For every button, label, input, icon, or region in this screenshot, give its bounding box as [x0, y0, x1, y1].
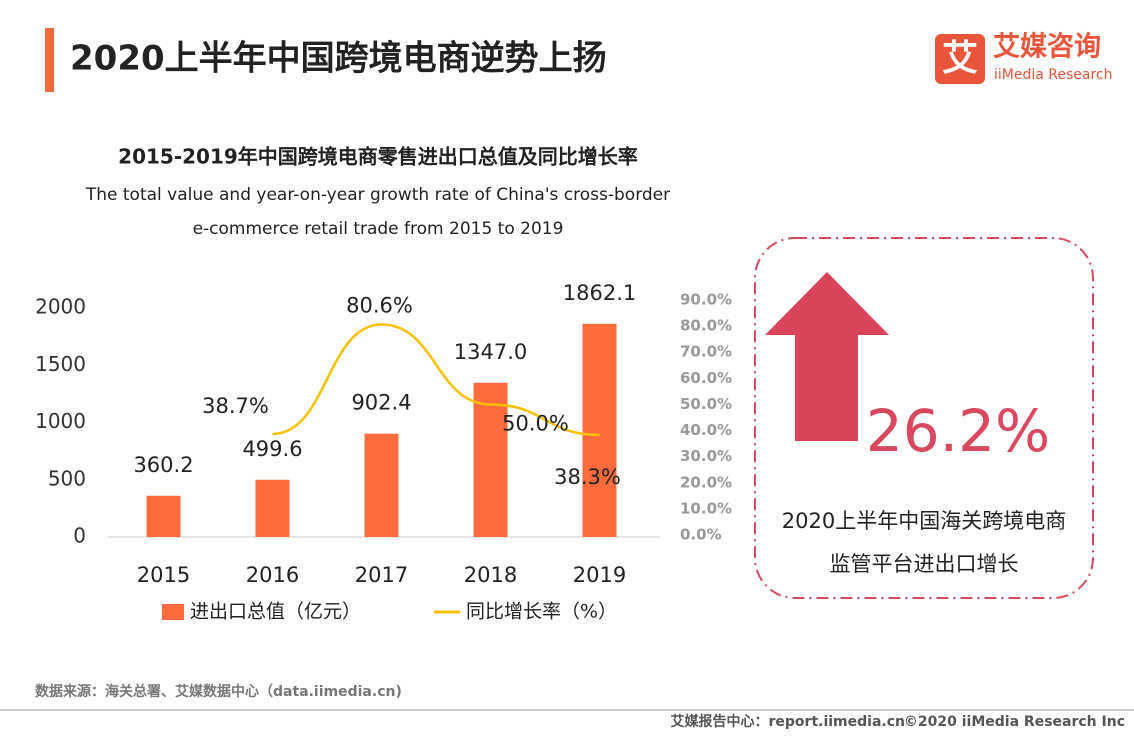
chart-subtitle: The total value and year-on-year growth … — [85, 185, 670, 205]
page-title: 2020上半年中国跨境电商逆势上扬 — [70, 39, 607, 79]
footer-site: 艾媒报告中心：report.iimedia.cn — [671, 713, 906, 730]
y2-tick-label: 40.0% — [680, 421, 732, 439]
bar-value-label: 499.6 — [242, 437, 302, 461]
y2-tick-label: 60.0% — [680, 369, 732, 387]
bar — [473, 382, 508, 537]
bar-value-label: 360.2 — [133, 453, 193, 477]
footer-copyright: ©2020 iiMedia Research Inc — [904, 714, 1125, 730]
growth-line — [272, 323, 600, 437]
x-tick-label: 2017 — [355, 563, 408, 587]
x-tick-label: 2016 — [246, 563, 299, 587]
y2-tick-label: 80.0% — [680, 317, 732, 335]
chart-subtitle: e-commerce retail trade from 2015 to 201… — [193, 219, 564, 239]
y2-tick-label: 20.0% — [680, 473, 732, 491]
line-value-label: 38.3% — [554, 465, 621, 489]
legend-label: 同比增长率（%） — [466, 601, 617, 623]
x-tick-label: 2015 — [137, 563, 190, 587]
callout-box — [754, 237, 1094, 599]
line-value-label: 38.7% — [202, 394, 269, 418]
y-tick-label: 0 — [73, 524, 86, 548]
y-tick-label: 1500 — [35, 352, 86, 376]
x-tick-label: 2019 — [573, 563, 626, 587]
bar — [255, 479, 290, 537]
callout-text: 2020上半年中国海关跨境电商 — [782, 509, 1066, 533]
bar — [582, 323, 617, 537]
bar — [364, 433, 399, 537]
y2-tick-label: 50.0% — [680, 395, 732, 413]
y2-tick-label: 10.0% — [680, 499, 732, 517]
line-value-label: 50.0% — [502, 411, 569, 435]
legend-swatch — [162, 604, 184, 620]
callout-value: 26.2% — [866, 397, 1050, 465]
logo-mark: 艾 — [942, 38, 978, 79]
y-tick-label: 500 — [48, 466, 86, 490]
logo-cn: 艾媒咨询 — [993, 31, 1101, 63]
line-value-label: 80.6% — [346, 294, 413, 318]
bar-value-label: 1862.1 — [563, 281, 636, 305]
bar-value-label: 902.4 — [351, 391, 411, 415]
legend-label: 进出口总值（亿元） — [190, 601, 361, 623]
y2-tick-label: 70.0% — [680, 343, 732, 361]
y2-tick-label: 90.0% — [680, 291, 732, 309]
title-accent — [45, 28, 54, 92]
logo-box — [935, 34, 985, 84]
up-arrow — [765, 272, 889, 441]
x-tick-label: 2018 — [464, 563, 517, 587]
chart-title: 2015-2019年中国跨境电商零售进出口总值及同比增长率 — [118, 145, 638, 169]
y2-tick-label: 0.0% — [680, 526, 722, 544]
y2-tick-label: 30.0% — [680, 447, 732, 465]
logo-en: iiMedia Research — [994, 67, 1113, 83]
source: 数据来源：海关总署、艾媒数据中心（data.iimedia.cn) — [35, 683, 402, 700]
y-tick-label: 1000 — [35, 409, 86, 433]
y-tick-label: 2000 — [35, 295, 86, 319]
bar-value-label: 1347.0 — [454, 340, 527, 364]
callout-text: 监管平台进出口增长 — [830, 552, 1019, 576]
bar — [146, 495, 181, 537]
